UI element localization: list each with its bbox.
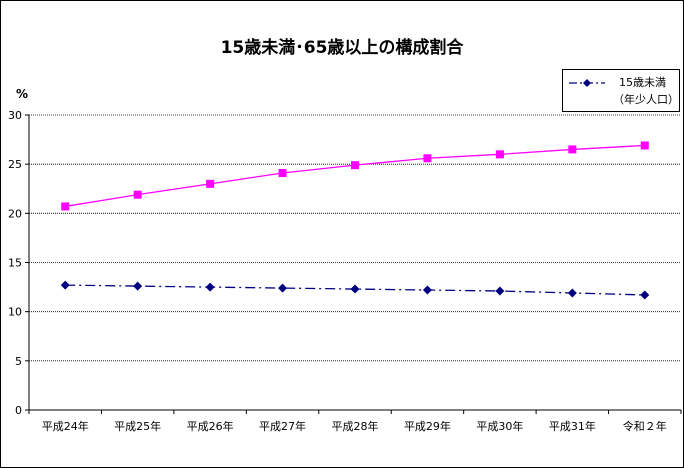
y-tick-label: 0 xyxy=(15,404,22,417)
data-point-series-0 xyxy=(278,283,288,293)
data-point-series-0 xyxy=(495,286,505,296)
data-point-series-1 xyxy=(206,179,215,188)
data-point-series-1 xyxy=(495,150,504,159)
y-tick-label: 15 xyxy=(8,257,22,270)
data-point-series-0 xyxy=(567,288,577,298)
data-point-series-0 xyxy=(640,290,650,300)
legend-swatch-0 xyxy=(569,79,605,87)
data-point-series-1 xyxy=(640,141,649,150)
data-point-series-0 xyxy=(60,280,70,290)
y-tick-label: 10 xyxy=(8,306,22,319)
x-tick-labels: 平成24年 平成25年 平成26年 平成27年 平成28年 平成29年 平成30年 平成31年… xyxy=(42,419,667,433)
data-point-series-1 xyxy=(133,190,142,199)
data-point-series-1 xyxy=(61,202,70,211)
data-point-series-0 xyxy=(350,284,360,294)
gridlines xyxy=(29,114,681,362)
x-tick-label: 平成30年 xyxy=(476,419,523,433)
y-axis-unit-label: % xyxy=(16,87,29,101)
series xyxy=(60,141,650,300)
legend-label-0-line2: （年少人口） xyxy=(613,93,679,106)
x-tick-label: 平成31年 xyxy=(549,419,596,433)
legend: 15歳未満 （年少人口） xyxy=(562,69,680,112)
axes xyxy=(25,114,682,414)
series-line-1 xyxy=(65,144,645,208)
legend-label-0: 15歳未満 xyxy=(619,76,666,89)
x-tick-label: 平成27年 xyxy=(259,419,306,433)
data-point-series-0 xyxy=(133,281,143,291)
data-point-series-0 xyxy=(422,285,432,295)
y-tick-label: 5 xyxy=(15,355,22,368)
data-point-series-1 xyxy=(568,145,577,154)
data-point-series-1 xyxy=(351,161,359,170)
x-tick-label: 平成29年 xyxy=(404,419,451,433)
y-tick-labels: 0 5 10 15 20 25 30 xyxy=(8,109,22,417)
x-tick-label: 平成28年 xyxy=(332,419,379,433)
x-tick-label: 令和２年 xyxy=(623,419,667,433)
data-point-series-0 xyxy=(205,282,215,292)
y-tick-label: 20 xyxy=(8,207,22,220)
x-tick-label: 平成24年 xyxy=(42,419,89,433)
data-point-series-1 xyxy=(423,154,432,163)
data-point-series-1 xyxy=(278,169,287,178)
y-tick-label: 30 xyxy=(8,109,22,122)
x-tick-label: 平成26年 xyxy=(187,419,234,433)
chart-title: 15歳未満･65歳以上の構成割合 xyxy=(220,38,464,58)
y-tick-label: 25 xyxy=(8,158,22,171)
x-tick-label: 平成25年 xyxy=(114,419,161,433)
